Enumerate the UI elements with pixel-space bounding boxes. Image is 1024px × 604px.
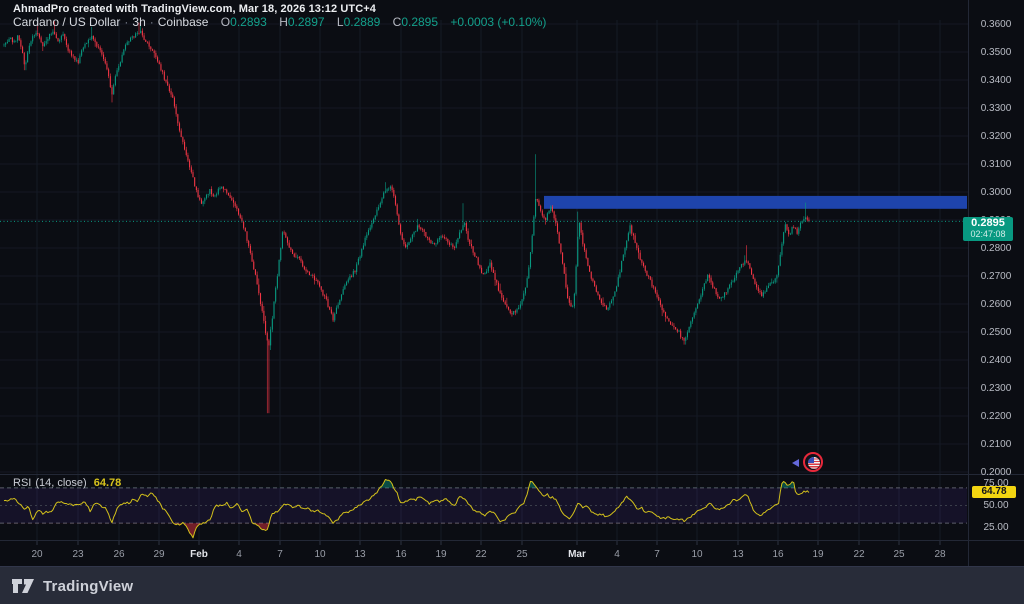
ohlc-low-label: L [337, 15, 344, 29]
ohlc-open-label: O [221, 15, 230, 29]
legend-separator: · [150, 15, 154, 29]
time-axis-label: 10 [691, 549, 702, 560]
time-axis-label: 7 [654, 549, 660, 560]
time-axis-label: 25 [893, 549, 904, 560]
price-axis-label: 0.3400 [968, 75, 1024, 86]
price-axis-label: 0.3600 [968, 19, 1024, 30]
time-axis-label: 29 [153, 549, 164, 560]
price-axis-label: 0.3200 [968, 131, 1024, 142]
time-axis-label: 16 [772, 549, 783, 560]
time-axis-label: 26 [113, 549, 124, 560]
price-axis-label: 0.2200 [968, 411, 1024, 422]
time-axis-label: 28 [934, 549, 945, 560]
ohlc-close-label: C [393, 15, 402, 29]
candles-up [3, 23, 806, 350]
interval-label[interactable]: 3h [132, 15, 145, 29]
time-axis-label: 4 [236, 549, 242, 560]
price-axis[interactable]: 0.2895 02:47:08 64.78 0.36000.35000.3400… [968, 0, 1024, 566]
rsi-axis-label: 25.00 [968, 522, 1024, 533]
rsi-params: (14, close) [35, 477, 86, 489]
time-axis-label: 25 [516, 549, 527, 560]
price-axis-label: 0.2400 [968, 355, 1024, 366]
rsi-axis-label: 50.00 [968, 500, 1024, 511]
change-value: +0.0003 (+0.10%) [450, 15, 546, 29]
price-axis-label: 0.3500 [968, 47, 1024, 58]
price-axis-label: 0.2300 [968, 383, 1024, 394]
tradingview-logo-icon [12, 579, 35, 594]
economic-event-marker[interactable] [803, 452, 825, 474]
ohlc-open-value: 0.2893 [230, 15, 267, 29]
symbol-name[interactable]: Cardano / US Dollar [13, 15, 120, 29]
ohlc-close-value: 0.2895 [401, 15, 438, 29]
ohlc-high-label: H [279, 15, 288, 29]
time-axis-label: 19 [812, 549, 823, 560]
price-axis-label: 0.3300 [968, 103, 1024, 114]
time-axis-label: 19 [435, 549, 446, 560]
price-axis-label: 0.2700 [968, 271, 1024, 282]
time-axis[interactable]: 20 23 26 29 Feb 4 7 10 13 16 19 22 25 Mar 4 7 10 13 16 19 22… [0, 540, 968, 566]
time-axis-label: 20 [31, 549, 42, 560]
price-axis-label: 0.2100 [968, 439, 1024, 450]
tradingview-logo-text: TradingView [43, 578, 133, 595]
price-axis-label: 0.3100 [968, 159, 1024, 170]
time-axis-label: 10 [314, 549, 325, 560]
rsi-name: RSI [13, 477, 31, 489]
exchange-label: Coinbase [158, 15, 209, 29]
ohlc-low-value: 0.2889 [344, 15, 381, 29]
tradingview-logo[interactable]: TradingView [12, 578, 133, 595]
rsi-current-value: 64.78 [94, 477, 122, 489]
resistance-zone [544, 196, 967, 209]
ohlc-high-value: 0.2897 [288, 15, 325, 29]
price-axis-label: 0.2000 [968, 467, 1024, 478]
time-axis-label: 23 [72, 549, 83, 560]
legend-separator: · [124, 15, 128, 29]
rsi-value-badge: 64.78 [972, 486, 1016, 498]
watermark-text: AhmadPro created with TradingView.com, M… [13, 3, 376, 15]
time-axis-label: Feb [190, 549, 208, 560]
us-flag-icon [808, 457, 820, 469]
price-axis-label: 0.2800 [968, 243, 1024, 254]
symbol-legend[interactable]: Cardano / US Dollar·3h·Coinbase O0.2893 … [13, 15, 546, 29]
price-axis-label: 0.3000 [968, 187, 1024, 198]
current-price-badge: 0.2895 02:47:08 [963, 217, 1013, 241]
pane-separator[interactable] [0, 474, 1024, 475]
time-axis-label: 22 [853, 549, 864, 560]
time-axis-label: 13 [354, 549, 365, 560]
current-price-value: 0.2895 [963, 218, 1013, 229]
chart-canvas[interactable] [0, 0, 968, 566]
event-arrow-icon [792, 459, 799, 467]
time-axis-label: 7 [277, 549, 283, 560]
price-axis-label: 0.2500 [968, 327, 1024, 338]
bar-countdown: 02:47:08 [963, 230, 1013, 239]
time-axis-label: 16 [395, 549, 406, 560]
tradingview-chart-window: AhmadPro created with TradingView.com, M… [0, 0, 1024, 604]
attribution-bar: TradingView [0, 566, 1024, 604]
time-axis-label: 22 [475, 549, 486, 560]
price-axis-label: 0.2600 [968, 299, 1024, 310]
rsi-indicator-legend[interactable]: RSI (14, close) 64.78 [13, 477, 121, 489]
time-axis-label: Mar [568, 549, 586, 560]
time-axis-label: 4 [614, 549, 620, 560]
time-axis-label: 13 [732, 549, 743, 560]
